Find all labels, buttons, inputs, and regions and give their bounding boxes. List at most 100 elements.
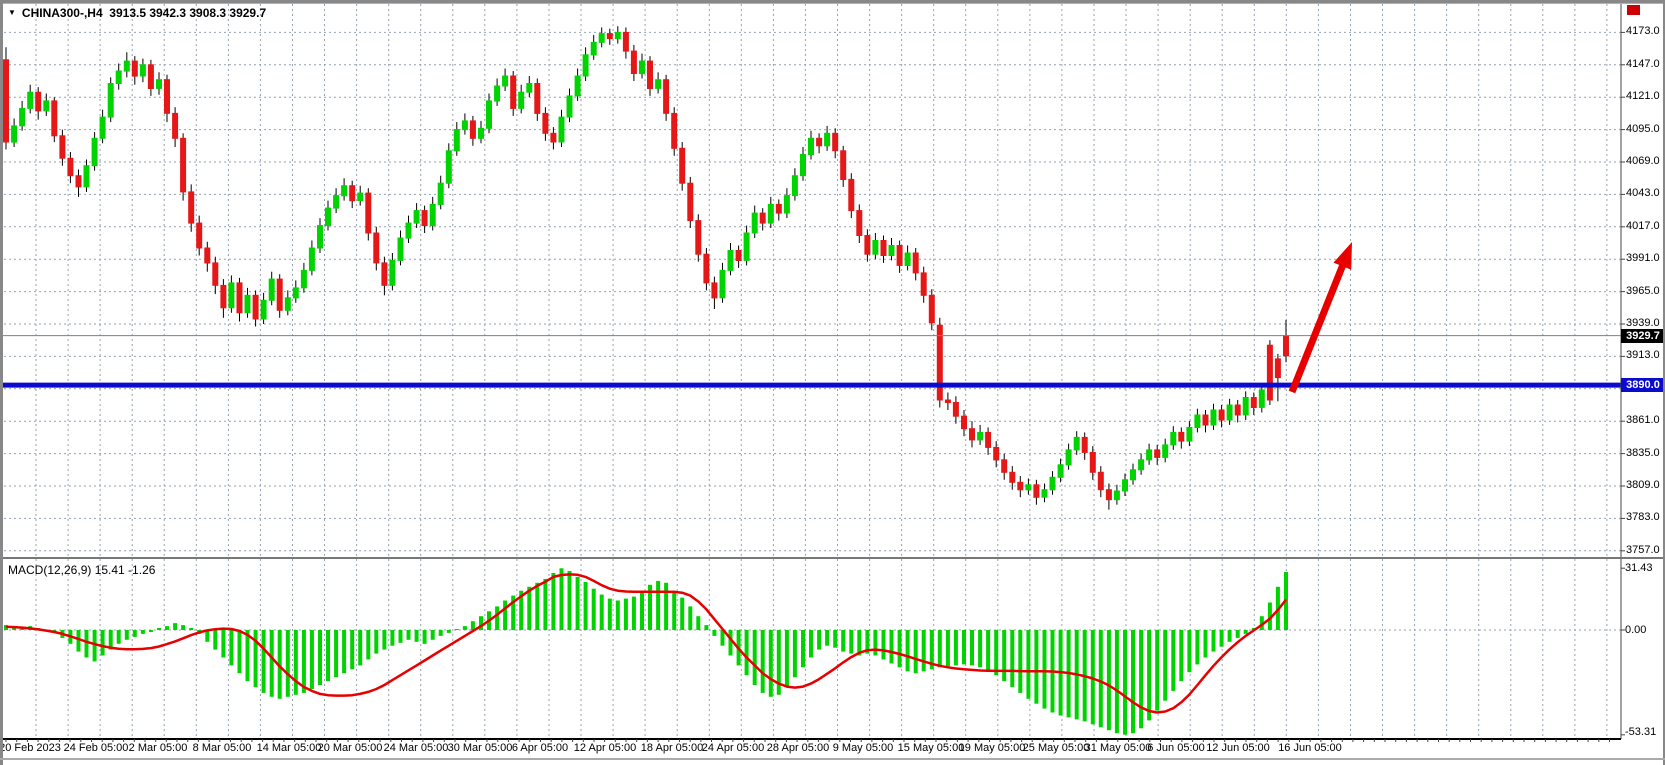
macd-histogram-bar xyxy=(309,630,314,689)
candle-body xyxy=(51,100,58,137)
date-axis-label: 24 Feb 05:00 xyxy=(63,742,129,754)
macd-histogram-bar xyxy=(1098,630,1103,728)
macd-histogram-bar xyxy=(1235,630,1240,638)
macd-histogram-bar xyxy=(696,616,701,630)
macd-histogram-bar xyxy=(285,630,290,697)
macd-histogram-bar xyxy=(527,586,532,630)
macd-histogram-bar xyxy=(962,630,966,665)
window-border-left xyxy=(0,0,3,765)
candle-body xyxy=(1097,471,1104,491)
date-axis-label: 20 Mar 05:00 xyxy=(317,742,383,754)
macd-histogram-bar xyxy=(889,630,894,664)
candle-body xyxy=(671,112,678,149)
candle-body xyxy=(494,85,501,102)
macd-indicator-label: MACD(12,26,9) 15.41 -1.26 xyxy=(8,563,156,577)
candle-body xyxy=(1033,484,1040,498)
candle-body xyxy=(880,240,887,256)
macd-histogram-bar xyxy=(784,630,789,687)
date-axis-label: 19 May 05:00 xyxy=(958,742,1026,754)
candle-body xyxy=(775,203,782,214)
price-axis-label: 4017.0 xyxy=(1626,220,1660,232)
candle-body xyxy=(542,112,549,134)
candle-body xyxy=(1266,344,1273,401)
candle-body xyxy=(735,250,742,261)
macd-histogram-bar xyxy=(640,590,644,630)
candle-body xyxy=(115,70,122,84)
candle-body xyxy=(679,147,686,184)
macd-histogram-bar xyxy=(792,630,797,678)
macd-histogram-bar xyxy=(84,630,89,658)
candle-body xyxy=(1210,409,1217,426)
candle-body xyxy=(864,235,871,255)
candle-body xyxy=(703,253,710,284)
macd-histogram-bar xyxy=(221,630,226,658)
candle-body xyxy=(856,210,863,237)
macd-histogram-bar xyxy=(913,630,918,674)
candle-body xyxy=(993,446,1000,461)
candle-body xyxy=(445,150,452,184)
candle-body xyxy=(985,431,992,448)
macd-histogram-bar xyxy=(1147,630,1152,721)
macd-histogram-bar xyxy=(1123,630,1127,735)
macd-histogram-bar xyxy=(414,630,419,642)
candle-body xyxy=(1162,444,1169,458)
support-line-price-badge: 3890.0 xyxy=(1621,378,1665,392)
macd-histogram-bar xyxy=(511,595,516,630)
window-border-right xyxy=(1663,0,1665,765)
macd-histogram-bar xyxy=(358,630,363,666)
candle-body xyxy=(1146,449,1153,461)
date-axis-label: 9 May 05:00 xyxy=(832,742,894,754)
macd-histogram-bar xyxy=(173,623,178,630)
candle-body xyxy=(421,210,428,227)
candle-body xyxy=(300,269,307,289)
macd-histogram-bar xyxy=(503,600,508,630)
candle-body xyxy=(743,232,750,261)
candle-body xyxy=(413,210,420,224)
date-axis-label: 12 Apr 05:00 xyxy=(573,742,637,754)
candle-body xyxy=(341,185,348,197)
chart-shift-marker[interactable] xyxy=(1627,5,1640,15)
candle-body xyxy=(912,252,919,274)
macd-histogram-bar xyxy=(1131,630,1135,734)
macd-histogram-bar xyxy=(623,598,628,630)
candle-body xyxy=(204,247,211,264)
price-axis-label: 4173.0 xyxy=(1626,25,1660,37)
candle-body xyxy=(1105,489,1112,501)
macd-histogram-bar xyxy=(1171,630,1176,691)
candle-body xyxy=(848,178,855,212)
macd-histogram-bar xyxy=(1163,630,1168,701)
candle-body xyxy=(1113,490,1120,501)
macd-histogram-bar xyxy=(873,630,878,656)
chevron-down-icon[interactable]: ▼ xyxy=(8,8,16,17)
macd-histogram-bar xyxy=(390,630,395,646)
candle-body xyxy=(156,79,162,89)
candle-body xyxy=(220,284,227,309)
date-axis-label: 28 Apr 05:00 xyxy=(766,742,830,754)
candle-body xyxy=(429,203,436,227)
candle-body xyxy=(1138,459,1145,471)
macd-histogram-bar xyxy=(833,630,838,648)
candle-body xyxy=(695,220,702,255)
date-axis-label: 25 May 05:00 xyxy=(1022,742,1090,754)
date-axis-label: 30 Mar 05:00 xyxy=(447,742,513,754)
macd-histogram-bar xyxy=(350,630,355,670)
price-axis-label: 3861.0 xyxy=(1626,414,1660,426)
price-axis-label: 4121.0 xyxy=(1626,90,1660,102)
macd-histogram-bar xyxy=(334,630,339,678)
candle-body xyxy=(719,269,726,299)
price-axis-label: 3835.0 xyxy=(1626,447,1660,459)
macd-histogram-bar xyxy=(342,630,347,674)
macd-histogram-bar xyxy=(438,630,443,636)
candle-body xyxy=(510,75,517,109)
date-axis-label: 24 Mar 05:00 xyxy=(383,742,449,754)
macd-histogram-bar xyxy=(366,630,371,660)
macd-histogram-bar xyxy=(881,630,886,660)
macd-histogram-bar xyxy=(865,630,870,654)
candle-body xyxy=(1250,397,1257,408)
price-axis-label: 3913.0 xyxy=(1626,349,1660,361)
candle-body xyxy=(228,282,235,309)
date-axis-label: 6 Apr 05:00 xyxy=(511,742,569,754)
macd-signal-line xyxy=(5,573,1287,714)
